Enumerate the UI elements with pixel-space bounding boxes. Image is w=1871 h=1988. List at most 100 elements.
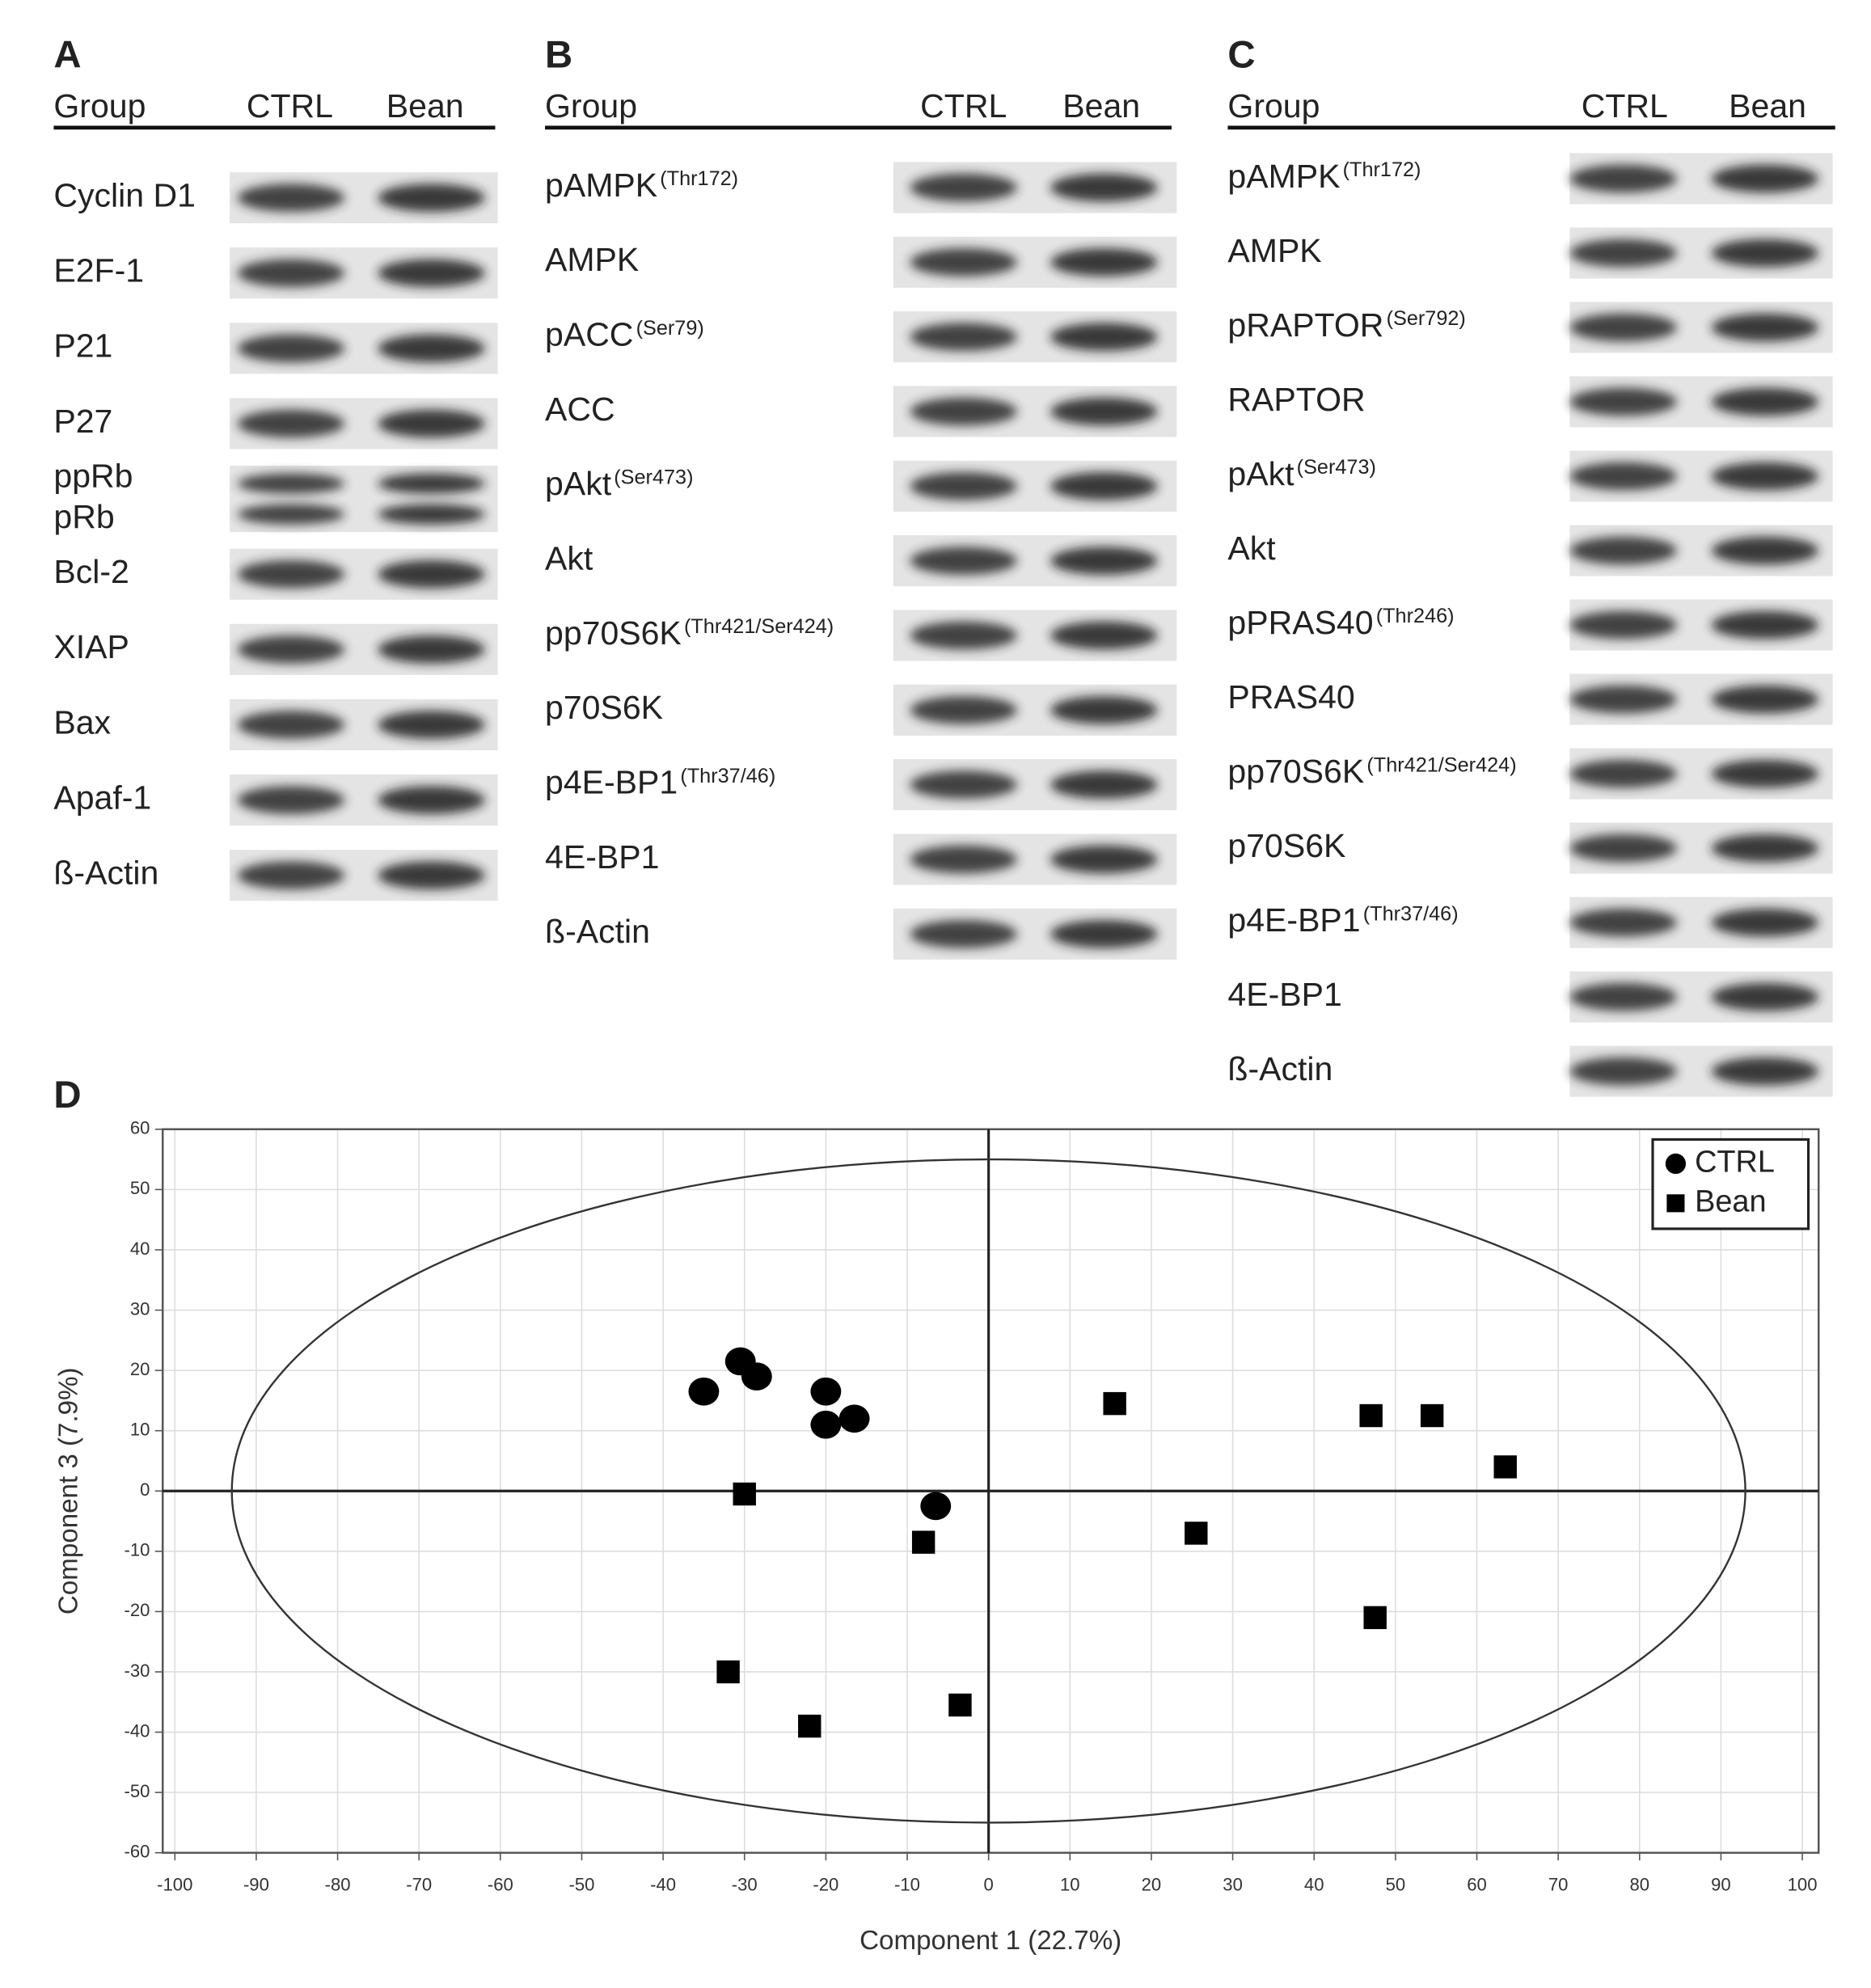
blot-band xyxy=(1569,313,1677,342)
protein-label: PRAS40 xyxy=(1227,678,1354,715)
data-point xyxy=(1185,1522,1208,1545)
blot-band xyxy=(1569,462,1677,491)
protein-label: pRb xyxy=(53,498,114,535)
x-tick-label: 80 xyxy=(1629,1875,1649,1895)
header-label: Bean xyxy=(386,87,464,125)
data-point xyxy=(948,1693,972,1717)
x-tick-label: 60 xyxy=(1467,1875,1487,1895)
blot-band xyxy=(1711,834,1819,863)
data-point xyxy=(733,1482,756,1506)
blot-band xyxy=(1569,982,1677,1011)
blot-band xyxy=(1569,759,1677,788)
header-label: Bean xyxy=(1729,87,1806,125)
y-tick-label: 30 xyxy=(130,1298,150,1319)
x-tick-label: -60 xyxy=(488,1875,513,1895)
y-axis-label: Component 3 (7.9%) xyxy=(54,1367,84,1614)
blot-band xyxy=(1569,685,1677,714)
x-tick-label: -40 xyxy=(650,1875,676,1895)
blot-band xyxy=(378,259,485,288)
protein-label: ß-Actin xyxy=(1227,1050,1333,1087)
blot-band xyxy=(378,861,485,890)
blot-band xyxy=(1569,536,1677,565)
protein-label: pPRAS40 xyxy=(1227,604,1373,641)
protein-label: ACC xyxy=(545,390,615,428)
protein-label: pAkt xyxy=(545,465,612,502)
y-tick-label: -50 xyxy=(124,1781,150,1801)
protein-label: RAPTOR xyxy=(1227,381,1365,418)
blot-band xyxy=(237,504,345,525)
blot-band xyxy=(1711,462,1819,491)
protein-label: p4E-BP1 xyxy=(1227,901,1360,939)
panel-letter: D xyxy=(53,1074,81,1116)
blot-band xyxy=(1050,845,1158,874)
legend-marker xyxy=(1665,1153,1687,1175)
protein-label: P27 xyxy=(53,403,112,440)
blot-band xyxy=(1711,908,1819,937)
site-label: (Ser473) xyxy=(1297,456,1376,479)
legend-label: Bean xyxy=(1695,1184,1766,1218)
blot-band xyxy=(1711,685,1819,714)
site-label: (Thr246) xyxy=(1376,605,1455,627)
header-label: CTRL xyxy=(920,87,1007,125)
x-tick-label: -90 xyxy=(243,1875,269,1895)
panel-letter: A xyxy=(53,34,81,77)
blot-band xyxy=(1711,982,1819,1011)
data-point xyxy=(1359,1403,1383,1428)
x-tick-label: -80 xyxy=(325,1875,351,1895)
blot-band xyxy=(378,473,485,494)
blot-band xyxy=(378,711,485,739)
protein-label: Apaf-1 xyxy=(53,779,151,816)
blot-band xyxy=(237,184,345,212)
blot-band xyxy=(1711,164,1819,193)
blot-band xyxy=(1050,695,1158,724)
y-tick-label: -60 xyxy=(124,1842,150,1862)
blot-band xyxy=(1569,834,1677,863)
x-tick-label: 20 xyxy=(1142,1875,1162,1895)
x-tick-label: -20 xyxy=(813,1875,838,1895)
blot-band xyxy=(910,471,1018,500)
blot-band xyxy=(910,173,1018,202)
protein-label: Cyclin D1 xyxy=(53,176,195,213)
blot-band xyxy=(237,559,345,589)
protein-label: E2F-1 xyxy=(53,252,144,289)
protein-label: pAMPK xyxy=(545,167,657,204)
x-tick-label: -30 xyxy=(732,1875,758,1895)
blot-band xyxy=(1050,323,1158,352)
protein-label: 4E-BP1 xyxy=(1227,976,1341,1013)
blot-band xyxy=(378,334,485,363)
blot-band xyxy=(910,919,1018,948)
header-label: Group xyxy=(1227,87,1320,125)
data-point xyxy=(798,1714,821,1738)
protein-label: Akt xyxy=(1227,530,1276,567)
x-tick-label: 70 xyxy=(1548,1875,1569,1895)
x-tick-label: 30 xyxy=(1223,1875,1243,1895)
blot-band xyxy=(237,334,345,363)
x-tick-label: 40 xyxy=(1304,1875,1324,1895)
blot-band xyxy=(1711,238,1819,268)
y-tick-label: 60 xyxy=(130,1118,150,1138)
blot-band xyxy=(1711,1057,1819,1086)
blot-band xyxy=(1050,173,1158,202)
site-label: (Ser79) xyxy=(636,317,704,340)
x-axis-label: Component 1 (22.7%) xyxy=(859,1926,1121,1956)
protein-label: ß-Actin xyxy=(53,855,158,892)
data-point xyxy=(920,1492,952,1521)
blot-band xyxy=(1711,313,1819,342)
blot-band xyxy=(378,559,485,589)
blot-band xyxy=(378,409,485,438)
blot-band xyxy=(1050,397,1158,426)
blot-band xyxy=(237,259,345,288)
site-label: (Thr37/46) xyxy=(680,765,775,787)
y-tick-label: -20 xyxy=(124,1600,150,1620)
blot-band xyxy=(1569,238,1677,268)
header-label: CTRL xyxy=(247,87,333,125)
protein-label: AMPK xyxy=(1227,232,1321,269)
x-tick-label: -10 xyxy=(894,1875,920,1895)
x-tick-label: 0 xyxy=(984,1875,994,1895)
protein-label: P21 xyxy=(53,327,112,365)
header-label: Group xyxy=(53,87,146,125)
confidence-ellipse xyxy=(230,1158,1746,1824)
x-tick-label: 50 xyxy=(1386,1875,1406,1895)
